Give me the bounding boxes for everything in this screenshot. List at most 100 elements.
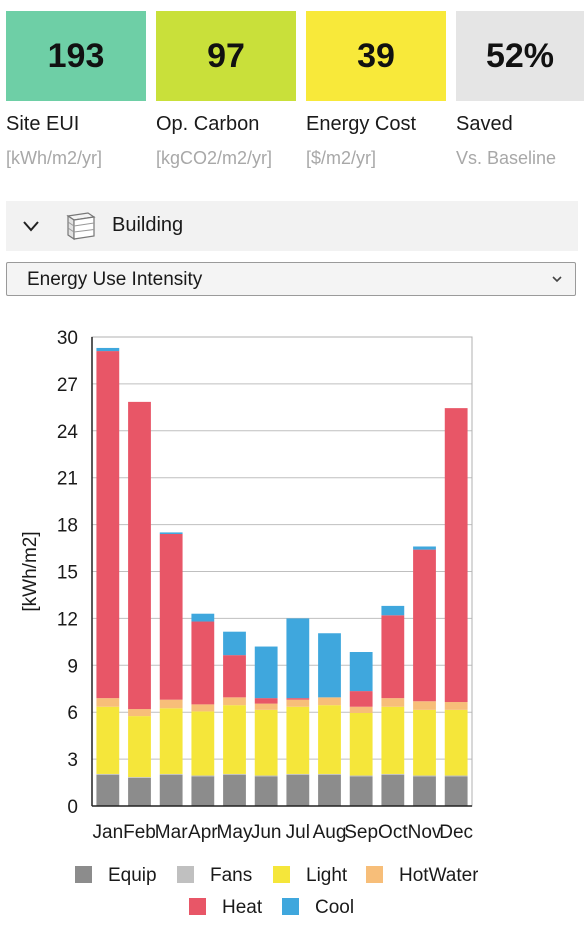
bar-segment-light-jun bbox=[254, 709, 278, 776]
legend-label-heat: Heat bbox=[222, 897, 263, 918]
metric-select-value: Energy Use Intensity bbox=[27, 269, 203, 290]
x-tick-label: Sep bbox=[344, 822, 378, 843]
bar-segment-light-may bbox=[223, 705, 246, 774]
bar-segment-equip-jun bbox=[254, 776, 278, 806]
bar-segment-fans-aug bbox=[318, 773, 341, 775]
bar-segment-heat-jan bbox=[96, 351, 120, 699]
metric-unit-energy-cost: [$/m2/yr] bbox=[306, 148, 377, 168]
bar-segment-cool-mar bbox=[159, 532, 183, 534]
bar-segment-cool-aug bbox=[318, 633, 341, 698]
bar-segment-fans-apr bbox=[191, 775, 215, 777]
bar-segment-equip-oct bbox=[381, 774, 405, 806]
chevron-down-icon[interactable] bbox=[551, 273, 563, 285]
bar-segment-heat-dec bbox=[444, 408, 468, 703]
y-tick-label: 15 bbox=[57, 563, 78, 584]
bar-segment-cool-jun bbox=[254, 646, 278, 699]
x-tick-label: Nov bbox=[408, 822, 442, 843]
bar-segment-equip-aug bbox=[318, 774, 341, 806]
x-tick-label: May bbox=[217, 822, 253, 843]
bar-segment-hotwater-oct bbox=[381, 698, 405, 707]
bar-segment-light-mar bbox=[159, 708, 183, 774]
bar-segment-hotwater-dec bbox=[444, 702, 468, 710]
metric-label-energy-cost: Energy Cost bbox=[306, 113, 417, 135]
legend-swatch-light bbox=[273, 866, 290, 883]
y-tick-label: 24 bbox=[57, 422, 79, 443]
chevron-down-icon[interactable] bbox=[22, 217, 40, 235]
legend-swatch-hotwater bbox=[366, 866, 383, 883]
bar-segment-light-dec bbox=[444, 709, 468, 776]
bar-segment-cool-nov bbox=[413, 546, 436, 550]
x-tick-label: Jan bbox=[93, 822, 124, 843]
bar-segment-hotwater-sep bbox=[349, 706, 373, 713]
metric-tile-op-carbon: 97 bbox=[156, 11, 296, 101]
bar-segment-light-sep bbox=[349, 712, 373, 776]
bar-segment-equip-nov bbox=[413, 776, 436, 806]
bar-segment-light-nov bbox=[413, 709, 436, 776]
building-icon bbox=[66, 212, 96, 241]
x-tick-label: Oct bbox=[378, 822, 408, 843]
metric-tile-saved: 52% bbox=[456, 11, 584, 101]
bar-segment-fans-dec bbox=[444, 775, 468, 777]
bar-segment-hotwater-jul bbox=[286, 699, 310, 707]
metric-unit-saved: Vs. Baseline bbox=[456, 148, 557, 168]
y-axis-label: [kWh/m2] bbox=[20, 531, 41, 611]
bar-segment-hotwater-jan bbox=[96, 698, 120, 707]
legend-label-fans: Fans bbox=[210, 865, 252, 886]
bar-segment-light-jan bbox=[96, 706, 120, 774]
legend-swatch-cool bbox=[282, 898, 299, 915]
metric-label-op-carbon: Op. Carbon bbox=[156, 113, 260, 135]
building-selector[interactable]: Building bbox=[6, 201, 578, 251]
bar-segment-fans-mar bbox=[159, 773, 183, 775]
legend-label-hotwater: HotWater bbox=[399, 865, 479, 886]
bar-segment-equip-jul bbox=[286, 774, 310, 806]
x-tick-label: Jun bbox=[251, 822, 282, 843]
y-tick-label: 12 bbox=[57, 609, 78, 630]
y-tick-label: 21 bbox=[57, 469, 78, 490]
bar-segment-cool-sep bbox=[349, 652, 373, 692]
x-tick-label: Apr bbox=[188, 822, 218, 843]
x-tick-label: Mar bbox=[155, 822, 188, 843]
bar-segment-heat-oct bbox=[381, 615, 405, 699]
bar-segment-cool-oct bbox=[381, 605, 405, 616]
legend-label-cool: Cool bbox=[315, 897, 354, 918]
bar-segment-heat-mar bbox=[159, 533, 183, 700]
bar-segment-hotwater-feb bbox=[128, 709, 151, 717]
bar-segment-heat-apr bbox=[191, 621, 215, 705]
bar-segment-heat-nov bbox=[413, 549, 436, 702]
bar-segment-fans-jul bbox=[286, 773, 310, 775]
bar-segment-equip-apr bbox=[191, 776, 215, 806]
metric-select[interactable]: Energy Use Intensity bbox=[6, 262, 576, 296]
y-tick-label: 6 bbox=[67, 703, 78, 724]
legend-swatch-heat bbox=[189, 898, 206, 915]
bar-segment-fans-jan bbox=[96, 773, 120, 775]
legend-label-equip: Equip bbox=[108, 865, 157, 886]
bar-segment-equip-dec bbox=[444, 776, 468, 806]
y-tick-label: 0 bbox=[67, 797, 78, 818]
bar-segment-equip-sep bbox=[349, 776, 373, 806]
bar-segment-light-jul bbox=[286, 706, 310, 774]
bar-segment-light-aug bbox=[318, 705, 341, 774]
metric-unit-site-eui: [kWh/m2/yr] bbox=[6, 148, 103, 168]
metric-label-saved: Saved bbox=[456, 113, 513, 135]
bar-segment-equip-feb bbox=[128, 777, 151, 806]
metric-tile-site-eui: 193 bbox=[6, 11, 146, 101]
building-label: Building bbox=[112, 214, 184, 236]
bar-segment-heat-may bbox=[223, 655, 246, 698]
bar-segment-equip-may bbox=[223, 774, 246, 806]
x-tick-label: Feb bbox=[123, 822, 156, 843]
y-tick-label: 18 bbox=[57, 516, 78, 537]
bar-segment-equip-mar bbox=[159, 774, 183, 806]
y-tick-label: 30 bbox=[57, 328, 78, 349]
x-tick-label: Aug bbox=[313, 822, 347, 843]
bar-segment-light-oct bbox=[381, 706, 405, 774]
bar-segment-fans-may bbox=[223, 773, 246, 775]
bar-segment-hotwater-jun bbox=[254, 703, 278, 710]
bar-segment-fans-oct bbox=[381, 773, 405, 775]
legend-swatch-equip bbox=[75, 866, 92, 883]
metric-unit-op-carbon: [kgCO2/m2/yr] bbox=[156, 148, 273, 168]
bar-segment-light-apr bbox=[191, 711, 215, 776]
bar-segment-hotwater-aug bbox=[318, 697, 341, 706]
x-tick-label: Dec bbox=[439, 822, 473, 843]
bar-segment-fans-jun bbox=[254, 775, 278, 777]
legend-swatch-fans bbox=[177, 866, 194, 883]
